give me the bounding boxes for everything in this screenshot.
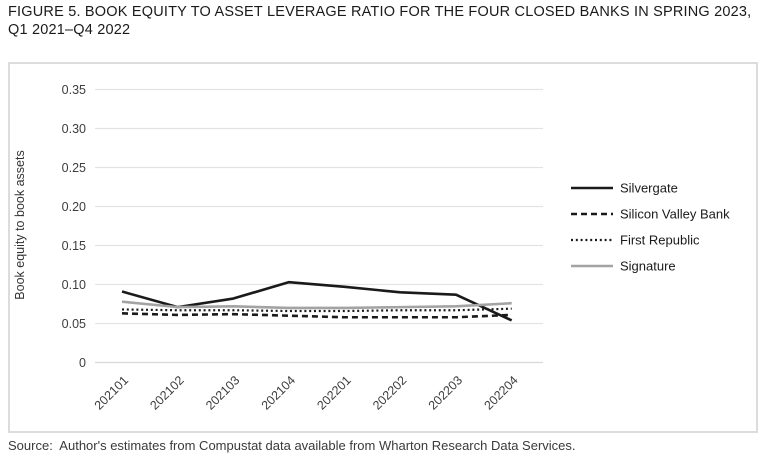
legend-label-silicon-valley-bank: Silicon Valley Bank xyxy=(620,207,730,222)
legend-label-signature: Signature xyxy=(620,259,676,274)
x-tick-label-202204: 202204 xyxy=(481,373,520,412)
x-tick-label-202101: 202101 xyxy=(92,373,131,412)
x-tick-label-202104: 202104 xyxy=(259,373,298,412)
x-tick-label-202201: 202201 xyxy=(314,373,353,412)
figure-title: FIGURE 5. BOOK EQUITY TO ASSET LEVERAGE … xyxy=(8,4,760,39)
y-tick-label-0: 0 xyxy=(79,356,86,370)
y-tick-label-0.20: 0.20 xyxy=(62,200,86,214)
y-tick-label-0.35: 0.35 xyxy=(62,83,86,97)
y-tick-label-0.25: 0.25 xyxy=(62,161,86,175)
x-tick-label-202203: 202203 xyxy=(426,373,465,412)
series-line-signature xyxy=(121,300,512,310)
y-tick-label-0.30: 0.30 xyxy=(62,122,86,136)
legend-label-silvergate: Silvergate xyxy=(620,181,678,196)
y-tick-label-0.05: 0.05 xyxy=(62,317,86,331)
y-tick-label-0.15: 0.15 xyxy=(62,239,86,253)
legend-label-first-republic: First Republic xyxy=(620,233,700,248)
x-tick-label-202202: 202202 xyxy=(370,373,409,412)
chart-panel: 0 0.05 0.10 0.15 0.20 0.25 0.30 0.35 Book equity… xyxy=(8,62,758,433)
series-line-silicon-valley-bank xyxy=(121,312,512,319)
source-note: Source: Author's estimates from Compusta… xyxy=(8,438,576,453)
figure-title-line1: FIGURE 5. BOOK EQUITY TO ASSET LEVERAGE … xyxy=(8,4,752,20)
y-tick-label-0.10: 0.10 xyxy=(62,278,86,292)
x-tick-label-202102: 202102 xyxy=(147,373,186,412)
series-line-silvergate xyxy=(121,280,513,322)
y-axis-title: Book equity to book assets xyxy=(13,150,27,299)
leverage-ratio-line-chart: 0 0.05 0.10 0.15 0.20 0.25 0.30 0.35 Book equity… xyxy=(13,83,730,413)
x-tick-label-202103: 202103 xyxy=(203,373,242,412)
figure-title-line2: Q1 2021–Q4 2022 xyxy=(8,21,131,38)
